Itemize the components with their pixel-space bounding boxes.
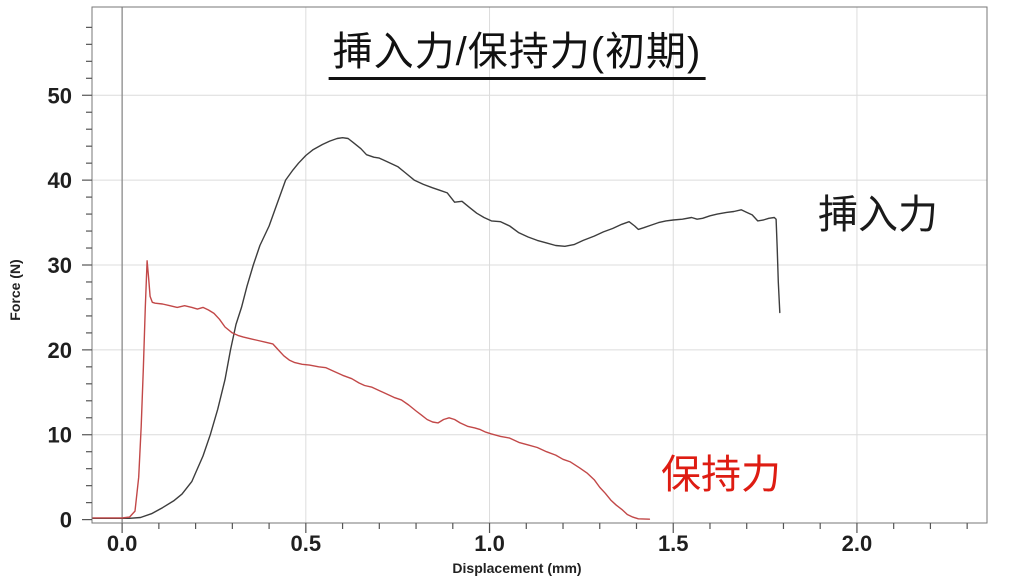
x-tick-label: 2.0: [842, 531, 873, 556]
y-tick-label: 50: [48, 83, 72, 108]
insertion-force-curve-label: 挿入力: [818, 193, 938, 237]
x-tick-label: 1.5: [658, 531, 689, 556]
x-tick-label: 0.5: [291, 531, 322, 556]
x-tick-label: 0.0: [107, 531, 138, 556]
retention-force-curve: [91, 260, 651, 520]
y-axis-title: Force (N): [7, 259, 23, 321]
retention-force-curve-label: 保持力: [661, 453, 781, 497]
y-tick-label: 20: [48, 338, 72, 363]
insertion-force-curve: [91, 136, 781, 519]
y-tick-label: 40: [48, 168, 72, 193]
y-tick-label: 0: [60, 508, 72, 533]
y-tick-label: 10: [48, 423, 72, 448]
x-tick-label: 1.0: [474, 531, 505, 556]
y-tick-label: 30: [48, 253, 72, 278]
chart-title: 挿入力/保持力(初期): [328, 30, 706, 80]
x-axis-title: Displacement (mm): [452, 560, 582, 576]
